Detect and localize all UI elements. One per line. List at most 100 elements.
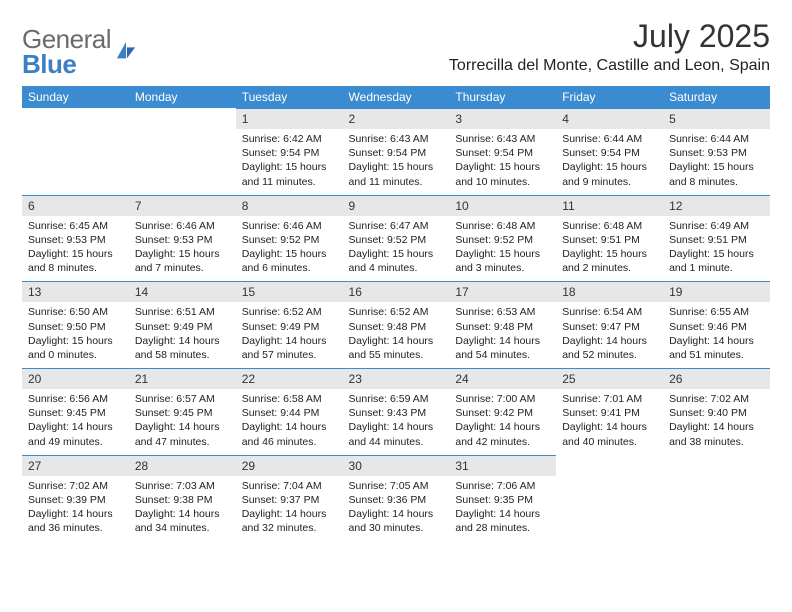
- calendar-cell: 3Sunrise: 6:43 AM Sunset: 9:54 PM Daylig…: [449, 108, 556, 195]
- calendar-row: 27Sunrise: 7:02 AM Sunset: 9:39 PM Dayli…: [22, 455, 770, 542]
- day-number: 13: [22, 281, 129, 302]
- calendar-cell: 17Sunrise: 6:53 AM Sunset: 9:48 PM Dayli…: [449, 281, 556, 368]
- page-header: General Blue July 2025 Torrecilla del Mo…: [22, 18, 770, 80]
- day-body: Sunrise: 6:48 AM Sunset: 9:52 PM Dayligh…: [449, 216, 556, 282]
- day-body: Sunrise: 6:52 AM Sunset: 9:48 PM Dayligh…: [343, 302, 450, 368]
- weekday-row: SundayMondayTuesdayWednesdayThursdayFrid…: [22, 86, 770, 108]
- calendar-cell: ..: [556, 455, 663, 542]
- calendar-cell: 29Sunrise: 7:04 AM Sunset: 9:37 PM Dayli…: [236, 455, 343, 542]
- day-number: 3: [449, 108, 556, 129]
- day-body: Sunrise: 6:51 AM Sunset: 9:49 PM Dayligh…: [129, 302, 236, 368]
- day-body: Sunrise: 7:02 AM Sunset: 9:40 PM Dayligh…: [663, 389, 770, 455]
- calendar-cell: 18Sunrise: 6:54 AM Sunset: 9:47 PM Dayli…: [556, 281, 663, 368]
- calendar-row: 20Sunrise: 6:56 AM Sunset: 9:45 PM Dayli…: [22, 368, 770, 455]
- day-body: Sunrise: 7:02 AM Sunset: 9:39 PM Dayligh…: [22, 476, 129, 542]
- calendar-cell: 6Sunrise: 6:45 AM Sunset: 9:53 PM Daylig…: [22, 195, 129, 282]
- day-body: Sunrise: 6:53 AM Sunset: 9:48 PM Dayligh…: [449, 302, 556, 368]
- day-body: Sunrise: 6:59 AM Sunset: 9:43 PM Dayligh…: [343, 389, 450, 455]
- day-number: 24: [449, 368, 556, 389]
- calendar-cell: 31Sunrise: 7:06 AM Sunset: 9:35 PM Dayli…: [449, 455, 556, 542]
- day-body: Sunrise: 7:03 AM Sunset: 9:38 PM Dayligh…: [129, 476, 236, 542]
- day-number: 6: [22, 195, 129, 216]
- day-body: Sunrise: 6:43 AM Sunset: 9:54 PM Dayligh…: [449, 129, 556, 195]
- calendar-cell: 26Sunrise: 7:02 AM Sunset: 9:40 PM Dayli…: [663, 368, 770, 455]
- calendar-cell: 15Sunrise: 6:52 AM Sunset: 9:49 PM Dayli…: [236, 281, 343, 368]
- day-body: Sunrise: 6:47 AM Sunset: 9:52 PM Dayligh…: [343, 216, 450, 282]
- day-number: 30: [343, 455, 450, 476]
- day-number: 4: [556, 108, 663, 129]
- day-number: 29: [236, 455, 343, 476]
- calendar-cell: 2Sunrise: 6:43 AM Sunset: 9:54 PM Daylig…: [343, 108, 450, 195]
- day-number: 8: [236, 195, 343, 216]
- calendar-cell: 20Sunrise: 6:56 AM Sunset: 9:45 PM Dayli…: [22, 368, 129, 455]
- calendar-cell: 27Sunrise: 7:02 AM Sunset: 9:39 PM Dayli…: [22, 455, 129, 542]
- calendar-cell: 25Sunrise: 7:01 AM Sunset: 9:41 PM Dayli…: [556, 368, 663, 455]
- calendar-cell: 1Sunrise: 6:42 AM Sunset: 9:54 PM Daylig…: [236, 108, 343, 195]
- day-body: Sunrise: 6:44 AM Sunset: 9:53 PM Dayligh…: [663, 129, 770, 195]
- day-body: Sunrise: 7:01 AM Sunset: 9:41 PM Dayligh…: [556, 389, 663, 455]
- day-body: Sunrise: 6:49 AM Sunset: 9:51 PM Dayligh…: [663, 216, 770, 282]
- calendar-cell: 11Sunrise: 6:48 AM Sunset: 9:51 PM Dayli…: [556, 195, 663, 282]
- day-body: Sunrise: 7:00 AM Sunset: 9:42 PM Dayligh…: [449, 389, 556, 455]
- day-number: 17: [449, 281, 556, 302]
- day-body: Sunrise: 6:43 AM Sunset: 9:54 PM Dayligh…: [343, 129, 450, 195]
- calendar-row: 6Sunrise: 6:45 AM Sunset: 9:53 PM Daylig…: [22, 195, 770, 282]
- title-month: July 2025: [449, 18, 770, 55]
- day-number: 23: [343, 368, 450, 389]
- day-number: 16: [343, 281, 450, 302]
- calendar-cell: 28Sunrise: 7:03 AM Sunset: 9:38 PM Dayli…: [129, 455, 236, 542]
- day-body: Sunrise: 6:58 AM Sunset: 9:44 PM Dayligh…: [236, 389, 343, 455]
- day-body: Sunrise: 7:05 AM Sunset: 9:36 PM Dayligh…: [343, 476, 450, 542]
- day-number: 15: [236, 281, 343, 302]
- calendar-row: ....1Sunrise: 6:42 AM Sunset: 9:54 PM Da…: [22, 108, 770, 195]
- day-body: Sunrise: 6:50 AM Sunset: 9:50 PM Dayligh…: [22, 302, 129, 368]
- calendar-head: SundayMondayTuesdayWednesdayThursdayFrid…: [22, 86, 770, 108]
- day-number: 20: [22, 368, 129, 389]
- calendar-cell: 16Sunrise: 6:52 AM Sunset: 9:48 PM Dayli…: [343, 281, 450, 368]
- day-number: 26: [663, 368, 770, 389]
- day-number: 1: [236, 108, 343, 129]
- day-body: Sunrise: 6:55 AM Sunset: 9:46 PM Dayligh…: [663, 302, 770, 368]
- logo: General Blue: [22, 24, 137, 80]
- weekday-header: Saturday: [663, 86, 770, 108]
- calendar-cell: 21Sunrise: 6:57 AM Sunset: 9:45 PM Dayli…: [129, 368, 236, 455]
- calendar-cell: 24Sunrise: 7:00 AM Sunset: 9:42 PM Dayli…: [449, 368, 556, 455]
- day-number: 11: [556, 195, 663, 216]
- calendar-cell: ..: [22, 108, 129, 195]
- calendar-cell: 7Sunrise: 6:46 AM Sunset: 9:53 PM Daylig…: [129, 195, 236, 282]
- calendar-cell: 8Sunrise: 6:46 AM Sunset: 9:52 PM Daylig…: [236, 195, 343, 282]
- day-number: 10: [449, 195, 556, 216]
- calendar-cell: 10Sunrise: 6:48 AM Sunset: 9:52 PM Dayli…: [449, 195, 556, 282]
- calendar-cell: 22Sunrise: 6:58 AM Sunset: 9:44 PM Dayli…: [236, 368, 343, 455]
- calendar-cell: 30Sunrise: 7:05 AM Sunset: 9:36 PM Dayli…: [343, 455, 450, 542]
- day-body: Sunrise: 6:48 AM Sunset: 9:51 PM Dayligh…: [556, 216, 663, 282]
- day-body: Sunrise: 6:56 AM Sunset: 9:45 PM Dayligh…: [22, 389, 129, 455]
- day-body: Sunrise: 6:52 AM Sunset: 9:49 PM Dayligh…: [236, 302, 343, 368]
- weekday-header: Monday: [129, 86, 236, 108]
- weekday-header: Sunday: [22, 86, 129, 108]
- calendar-cell: 12Sunrise: 6:49 AM Sunset: 9:51 PM Dayli…: [663, 195, 770, 282]
- day-number: 19: [663, 281, 770, 302]
- day-number: 25: [556, 368, 663, 389]
- weekday-header: Friday: [556, 86, 663, 108]
- day-body: Sunrise: 6:45 AM Sunset: 9:53 PM Dayligh…: [22, 216, 129, 282]
- day-number: 14: [129, 281, 236, 302]
- day-body: Sunrise: 6:46 AM Sunset: 9:53 PM Dayligh…: [129, 216, 236, 282]
- day-body: Sunrise: 7:04 AM Sunset: 9:37 PM Dayligh…: [236, 476, 343, 542]
- calendar-cell: ..: [663, 455, 770, 542]
- title-location: Torrecilla del Monte, Castille and Leon,…: [449, 57, 770, 75]
- weekday-header: Wednesday: [343, 86, 450, 108]
- day-number: 9: [343, 195, 450, 216]
- calendar-cell: 14Sunrise: 6:51 AM Sunset: 9:49 PM Dayli…: [129, 281, 236, 368]
- calendar-cell: ..: [129, 108, 236, 195]
- day-body: Sunrise: 6:57 AM Sunset: 9:45 PM Dayligh…: [129, 389, 236, 455]
- calendar-cell: 13Sunrise: 6:50 AM Sunset: 9:50 PM Dayli…: [22, 281, 129, 368]
- weekday-header: Tuesday: [236, 86, 343, 108]
- day-body: Sunrise: 7:06 AM Sunset: 9:35 PM Dayligh…: [449, 476, 556, 542]
- day-body: Sunrise: 6:54 AM Sunset: 9:47 PM Dayligh…: [556, 302, 663, 368]
- title-block: July 2025 Torrecilla del Monte, Castille…: [449, 18, 770, 75]
- calendar-table: SundayMondayTuesdayWednesdayThursdayFrid…: [22, 86, 770, 541]
- logo-text: General Blue: [22, 24, 111, 80]
- day-body: Sunrise: 6:44 AM Sunset: 9:54 PM Dayligh…: [556, 129, 663, 195]
- sail-icon: [115, 40, 137, 62]
